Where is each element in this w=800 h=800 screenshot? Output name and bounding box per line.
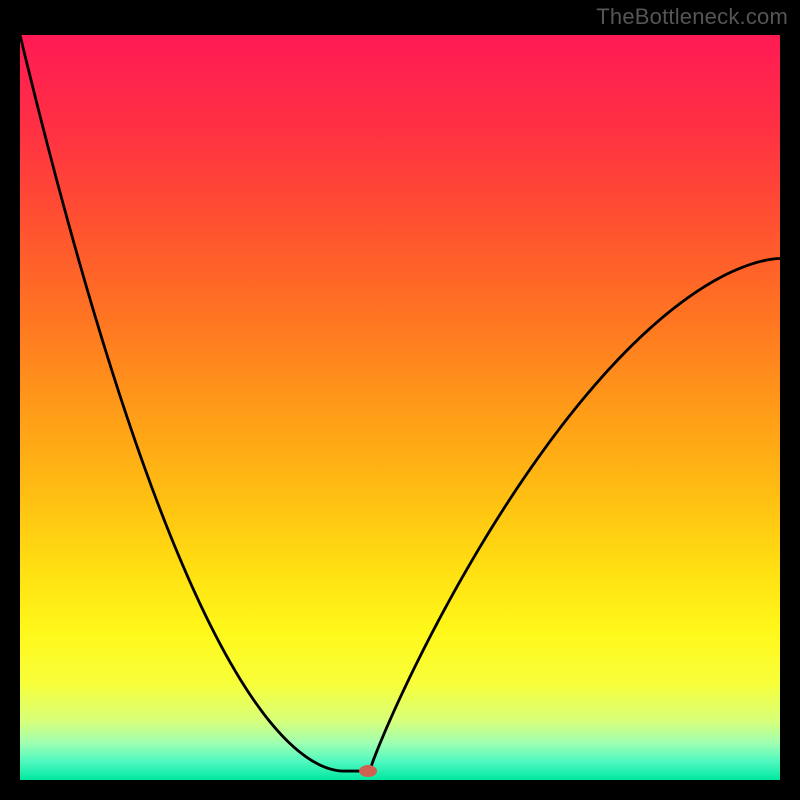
optimum-marker — [359, 765, 377, 777]
chart-container: TheBottleneck.com — [0, 0, 800, 800]
bottleneck-curve-plot — [0, 0, 800, 800]
plot-background — [20, 35, 780, 780]
